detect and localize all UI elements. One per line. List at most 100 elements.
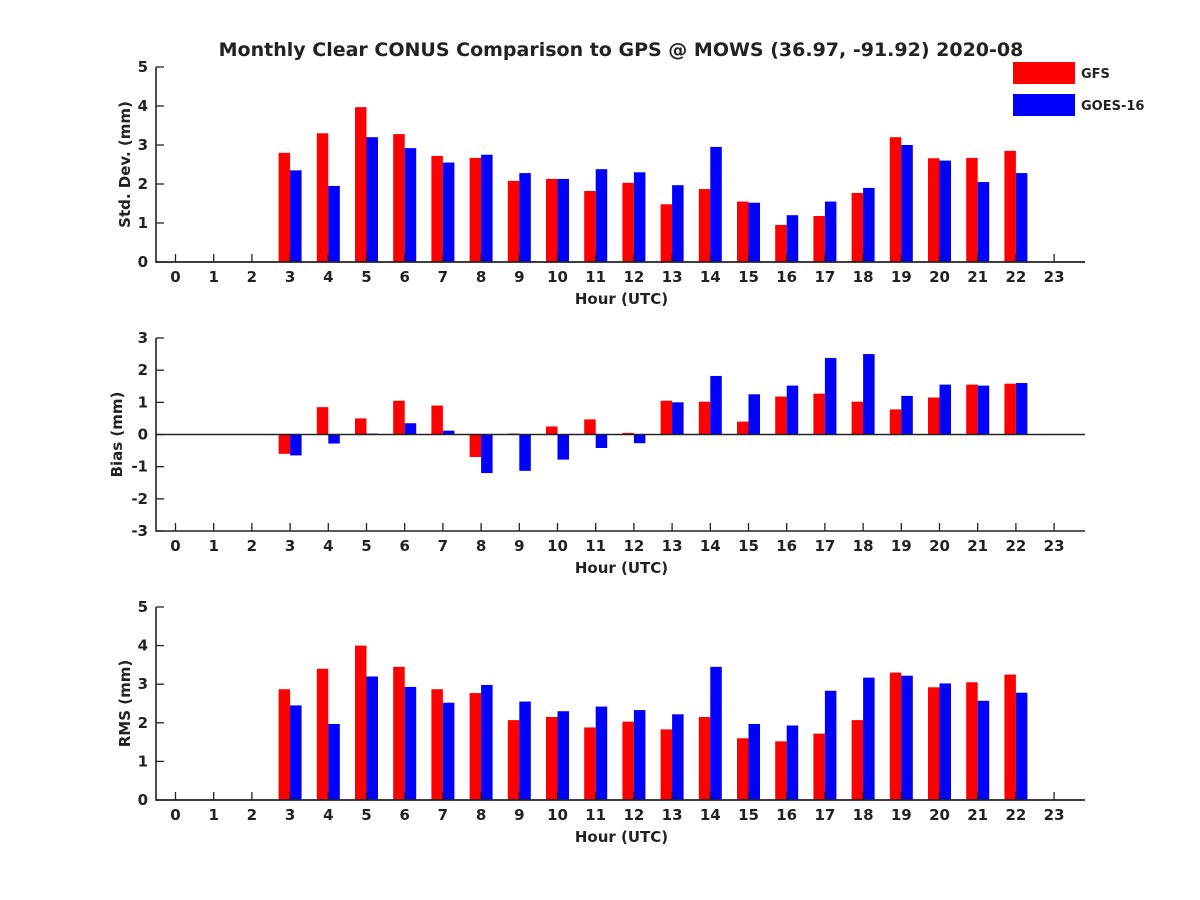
x-tick-label: 0 bbox=[170, 806, 180, 824]
x-tick-label: 23 bbox=[1044, 537, 1065, 555]
legend-label: GFS bbox=[1081, 67, 1110, 82]
bar-gfs-hour-9 bbox=[507, 180, 520, 262]
x-tick-label: 16 bbox=[776, 268, 797, 286]
bar-goes-16-hour-22 bbox=[1015, 692, 1028, 800]
x-tick-label: 7 bbox=[438, 806, 448, 824]
bar-gfs-hour-3 bbox=[278, 689, 291, 800]
x-tick-label: 1 bbox=[208, 806, 218, 824]
bar-goes-16-hour-5 bbox=[366, 137, 378, 262]
bar-gfs-hour-6 bbox=[393, 666, 405, 800]
bar-goes-16-hour-13 bbox=[672, 714, 684, 800]
x-tick-label: 17 bbox=[814, 268, 835, 286]
y-tick-label: 3 bbox=[138, 675, 148, 693]
bar-gfs-hour-16 bbox=[775, 741, 787, 800]
bar-gfs-hour-14 bbox=[698, 189, 711, 262]
bar-gfs-hour-11 bbox=[584, 191, 596, 262]
legend-label: GOES-16 bbox=[1081, 99, 1144, 114]
bar-goes-16-hour-22 bbox=[1015, 173, 1028, 262]
bar-gfs-hour-5 bbox=[355, 645, 367, 800]
bar-gfs-hour-8 bbox=[469, 157, 482, 262]
bar-gfs-hour-22 bbox=[1004, 674, 1016, 800]
x-tick-label: 17 bbox=[814, 806, 835, 824]
bar-goes-16-hour-10 bbox=[557, 178, 569, 262]
bar-goes-16-hour-10 bbox=[557, 434, 569, 460]
bar-gfs-hour-10 bbox=[546, 178, 558, 262]
x-tick-label: 1 bbox=[208, 537, 218, 555]
bar-gfs-hour-11 bbox=[584, 419, 596, 435]
x-tick-label: 18 bbox=[853, 268, 874, 286]
x-tick-label: 12 bbox=[623, 537, 644, 555]
bar-gfs-hour-17 bbox=[813, 733, 825, 800]
bar-gfs-hour-4 bbox=[316, 133, 329, 262]
x-tick-label: 2 bbox=[247, 806, 257, 824]
bar-goes-16-hour-21 bbox=[977, 182, 990, 262]
bar-goes-16-hour-11 bbox=[595, 434, 608, 449]
bar-goes-16-hour-17 bbox=[824, 690, 837, 800]
bar-gfs-hour-11 bbox=[584, 727, 596, 800]
bar-goes-16-hour-9 bbox=[519, 434, 531, 471]
bar-goes-16-hour-20 bbox=[939, 384, 951, 435]
x-tick-label: 4 bbox=[323, 537, 333, 555]
x-tick-label: 8 bbox=[476, 268, 486, 286]
legend: GFS GOES-16 bbox=[1013, 62, 1144, 116]
bar-goes-16-hour-19 bbox=[901, 395, 913, 435]
bar-gfs-hour-14 bbox=[698, 717, 711, 800]
bar-goes-16-hour-12 bbox=[633, 172, 646, 262]
bar-goes-16-hour-3 bbox=[290, 705, 302, 800]
x-tick-label: 11 bbox=[585, 806, 606, 824]
bar-goes-16-hour-19 bbox=[901, 675, 913, 800]
bar-goes-16-hour-18 bbox=[863, 354, 875, 435]
x-tick-label: 22 bbox=[1005, 537, 1026, 555]
bar-goes-16-hour-16 bbox=[786, 215, 799, 262]
y-tick-label: 3 bbox=[138, 329, 148, 347]
x-tick-label: 17 bbox=[814, 537, 835, 555]
bar-gfs-hour-22 bbox=[1004, 150, 1016, 262]
bar-goes-16-hour-8 bbox=[481, 154, 493, 262]
bar-gfs-hour-15 bbox=[737, 421, 749, 435]
x-tick-label: 3 bbox=[285, 806, 295, 824]
bar-goes-16-hour-4 bbox=[328, 185, 340, 262]
bar-gfs-hour-13 bbox=[660, 204, 673, 262]
bar-gfs-hour-20 bbox=[928, 397, 940, 435]
x-axis-label: Hour (UTC) bbox=[575, 828, 668, 846]
x-tick-label: 23 bbox=[1044, 268, 1065, 286]
x-tick-label: 10 bbox=[547, 268, 568, 286]
bar-goes-16-hour-5 bbox=[366, 676, 378, 800]
x-tick-label: 20 bbox=[929, 806, 950, 824]
x-tick-label: 7 bbox=[438, 268, 448, 286]
bar-goes-16-hour-6 bbox=[404, 148, 417, 262]
bar-goes-16-hour-12 bbox=[633, 710, 646, 800]
x-tick-label: 4 bbox=[323, 806, 333, 824]
x-tick-label: 12 bbox=[623, 268, 644, 286]
y-tick-label: 4 bbox=[138, 637, 148, 655]
bar-gfs-hour-21 bbox=[966, 682, 978, 800]
bar-goes-16-hour-11 bbox=[595, 706, 608, 800]
bar-goes-16-hour-16 bbox=[786, 725, 799, 800]
x-tick-label: 22 bbox=[1005, 806, 1026, 824]
bar-goes-16-hour-19 bbox=[901, 145, 913, 262]
bar-goes-16-hour-21 bbox=[977, 385, 990, 435]
bar-goes-16-hour-22 bbox=[1015, 383, 1028, 435]
bar-gfs-hour-19 bbox=[889, 137, 902, 262]
bar-gfs-hour-21 bbox=[966, 157, 978, 262]
bar-gfs-hour-3 bbox=[278, 152, 291, 262]
x-tick-label: 9 bbox=[514, 537, 524, 555]
x-tick-label: 14 bbox=[700, 806, 721, 824]
x-tick-label: 0 bbox=[170, 268, 180, 286]
bar-goes-16-hour-15 bbox=[748, 723, 760, 800]
legend-swatch-gfs bbox=[1013, 62, 1075, 84]
x-tick-label: 14 bbox=[700, 537, 721, 555]
bar-gfs-hour-18 bbox=[851, 192, 864, 262]
bar-goes-16-hour-21 bbox=[977, 700, 990, 800]
y-tick-label: 5 bbox=[138, 598, 148, 616]
x-axis-label: Hour (UTC) bbox=[575, 559, 668, 577]
x-tick-label: 6 bbox=[399, 268, 409, 286]
x-tick-label: 11 bbox=[585, 268, 606, 286]
x-tick-label: 19 bbox=[891, 806, 912, 824]
bar-gfs-hour-7 bbox=[431, 405, 443, 435]
bar-gfs-hour-19 bbox=[889, 409, 902, 435]
x-tick-label: 16 bbox=[776, 806, 797, 824]
x-tick-label: 4 bbox=[323, 268, 333, 286]
